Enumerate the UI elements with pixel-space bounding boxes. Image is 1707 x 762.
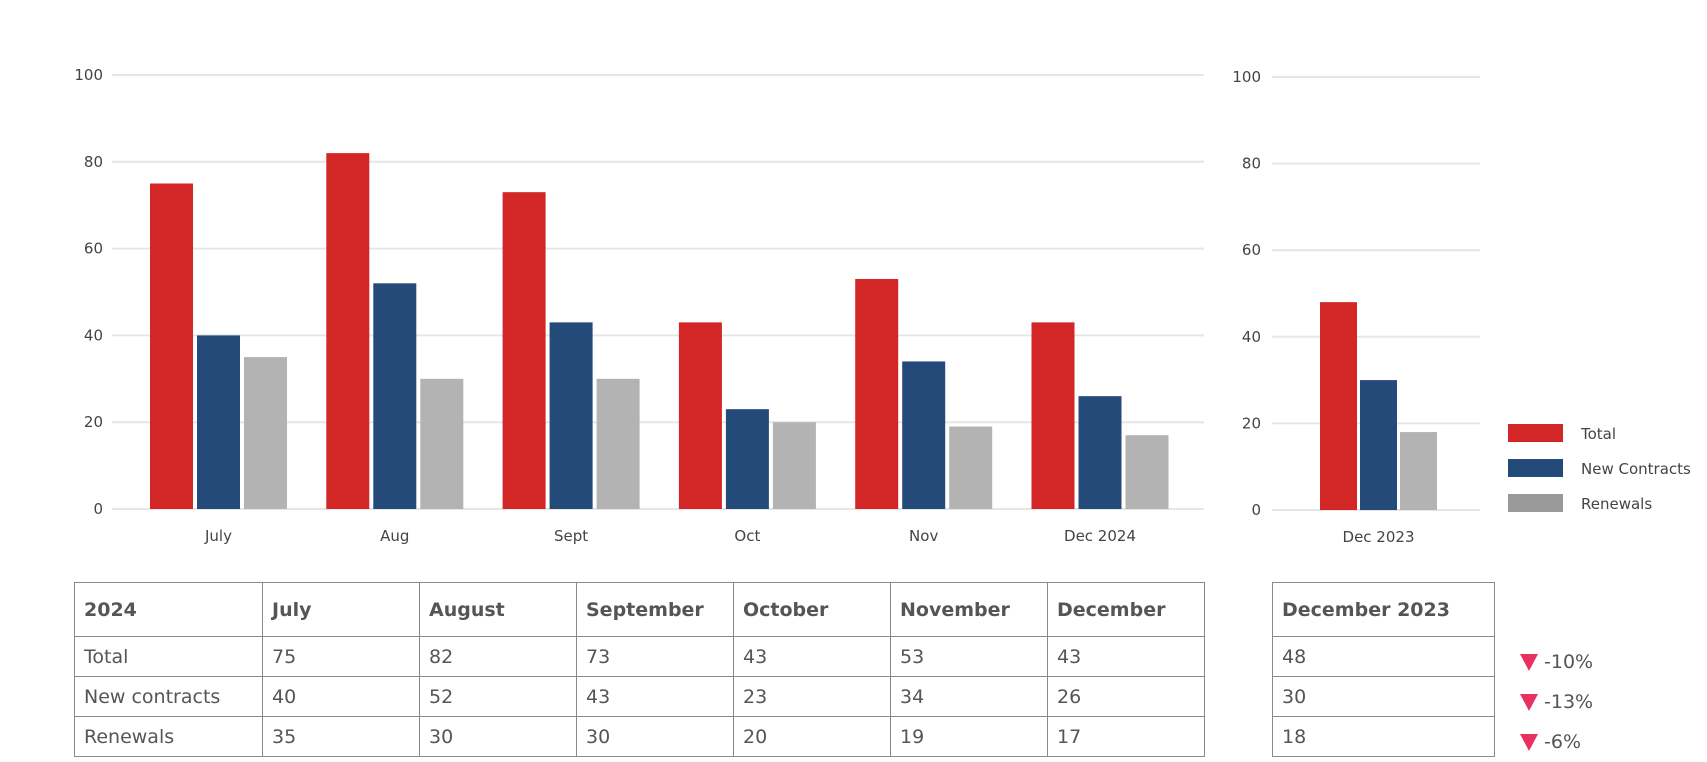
table-cell: 17 bbox=[1047, 716, 1205, 757]
bar-total-aug bbox=[326, 153, 370, 509]
y-tick-label: 20 bbox=[1242, 414, 1261, 432]
table-cell: 23 bbox=[733, 676, 891, 717]
header-november: November bbox=[890, 582, 1048, 637]
table-cell: 20 bbox=[733, 716, 891, 757]
change-indicators: -10% -13% -6% bbox=[1520, 642, 1593, 762]
y-tick-label: 60 bbox=[84, 240, 103, 258]
legend-swatch-total bbox=[1508, 424, 1563, 442]
bar-renewals-july bbox=[244, 357, 287, 509]
row-label: New contracts bbox=[74, 676, 263, 717]
x-tick-label: Dec 2024 bbox=[1064, 527, 1136, 545]
table-cell: 43 bbox=[733, 636, 891, 677]
table-row: 30 bbox=[1272, 676, 1495, 717]
bar-charts: 0 20 40 60 80 100 July Aug Sept Oct Nov Dec 2024 0 20… bbox=[74, 66, 1691, 546]
bar-total-dec-2024 bbox=[1031, 322, 1075, 509]
bar-new-contracts-july bbox=[197, 335, 240, 509]
table-row: 18 bbox=[1272, 716, 1495, 757]
bar-renewals-dec-2024 bbox=[1125, 435, 1169, 509]
change-new-contracts: -13% bbox=[1520, 682, 1593, 722]
legend-label-renewals: Renewals bbox=[1581, 495, 1652, 513]
table-cell: 48 bbox=[1272, 636, 1495, 677]
change-value: -6% bbox=[1544, 731, 1581, 753]
bar-new-contracts-aug bbox=[373, 283, 417, 509]
y-tick-label: 40 bbox=[1242, 328, 1261, 346]
x-tick-label: Oct bbox=[734, 527, 760, 545]
change-renewals: -6% bbox=[1520, 722, 1593, 762]
bar-new-contracts-dec-2023 bbox=[1360, 380, 1397, 510]
row-label: Total bbox=[74, 636, 263, 677]
table-december-2023: December 2023 48 30 18 bbox=[1272, 582, 1495, 757]
bar-renewals-dec-2023 bbox=[1400, 432, 1437, 510]
x-tick-label: July bbox=[204, 527, 232, 545]
table-cell: 30 bbox=[1272, 676, 1495, 717]
table-header-row: 2024 July August September October Novem… bbox=[74, 582, 1205, 637]
table-cell: 26 bbox=[1047, 676, 1205, 717]
table-row: 48 bbox=[1272, 636, 1495, 677]
table-cell: 43 bbox=[576, 676, 734, 717]
y-tick-label: 100 bbox=[1232, 68, 1261, 86]
x-tick-label: Aug bbox=[380, 527, 409, 545]
y-tick-label: 60 bbox=[1242, 241, 1261, 259]
table-row: New contracts 40 52 43 23 34 26 bbox=[74, 676, 1205, 717]
bar-new-contracts-dec-2024 bbox=[1078, 396, 1122, 509]
table-cell: 18 bbox=[1272, 716, 1495, 757]
bar-renewals-aug bbox=[420, 378, 464, 509]
table-cell: 40 bbox=[262, 676, 420, 717]
table-cell: 19 bbox=[890, 716, 1048, 757]
header-september: September bbox=[576, 582, 734, 637]
bar-renewals-nov bbox=[949, 426, 993, 509]
legend-label-new-contracts: New Contracts bbox=[1581, 460, 1691, 478]
y-tick-label: 0 bbox=[1251, 501, 1261, 519]
bar-renewals-sept bbox=[596, 378, 640, 509]
y-tick-label: 100 bbox=[74, 66, 103, 84]
table-row: Renewals 35 30 30 20 19 17 bbox=[74, 716, 1205, 757]
table-row: Total 75 82 73 43 53 43 bbox=[74, 636, 1205, 677]
bar-total-nov bbox=[855, 278, 899, 509]
table-cell: 82 bbox=[419, 636, 577, 677]
header-august: August bbox=[419, 582, 577, 637]
table-cell: 52 bbox=[419, 676, 577, 717]
change-value: -10% bbox=[1544, 651, 1594, 673]
table-cell: 73 bbox=[576, 636, 734, 677]
bar-total-sept bbox=[502, 192, 546, 509]
table-cell: 53 bbox=[890, 636, 1048, 677]
header-october: October bbox=[733, 582, 891, 637]
down-triangle-icon bbox=[1520, 693, 1538, 711]
y-tick-label: 80 bbox=[1242, 155, 1261, 173]
legend-swatch-new-contracts bbox=[1508, 459, 1563, 477]
bar-total-dec-2023 bbox=[1320, 302, 1357, 510]
table-cell: 75 bbox=[262, 636, 420, 677]
bar-new-contracts-oct bbox=[725, 409, 769, 509]
table-cell: 35 bbox=[262, 716, 420, 757]
y-tick-label: 80 bbox=[84, 153, 103, 171]
table-2024: 2024 July August September October Novem… bbox=[74, 582, 1205, 757]
down-triangle-icon bbox=[1520, 733, 1538, 751]
bar-total-oct bbox=[678, 322, 722, 509]
header-december-2023: December 2023 bbox=[1272, 582, 1495, 637]
legend-swatch-renewals bbox=[1508, 494, 1563, 512]
y-tick-label: 40 bbox=[84, 326, 103, 344]
change-value: -13% bbox=[1544, 691, 1594, 713]
bar-new-contracts-nov bbox=[902, 361, 946, 509]
row-label: Renewals bbox=[74, 716, 263, 757]
header-july: July bbox=[262, 582, 420, 637]
header-year: 2024 bbox=[74, 582, 263, 637]
y-tick-label: 20 bbox=[84, 413, 103, 431]
bar-renewals-oct bbox=[772, 422, 816, 509]
table-cell: 34 bbox=[890, 676, 1048, 717]
bar-new-contracts-sept bbox=[549, 322, 593, 509]
table-cell: 43 bbox=[1047, 636, 1205, 677]
x-tick-label: Sept bbox=[554, 527, 588, 545]
x-tick-label: Dec 2023 bbox=[1343, 528, 1415, 546]
y-tick-label: 0 bbox=[93, 500, 103, 518]
change-total: -10% bbox=[1520, 642, 1593, 682]
bar-total-july bbox=[150, 183, 193, 509]
x-tick-label: Nov bbox=[909, 527, 938, 545]
table-cell: 30 bbox=[576, 716, 734, 757]
table-header-row: December 2023 bbox=[1272, 582, 1495, 637]
legend-label-total: Total bbox=[1580, 425, 1616, 443]
down-triangle-icon bbox=[1520, 653, 1538, 671]
header-december: December bbox=[1047, 582, 1205, 637]
table-cell: 30 bbox=[419, 716, 577, 757]
